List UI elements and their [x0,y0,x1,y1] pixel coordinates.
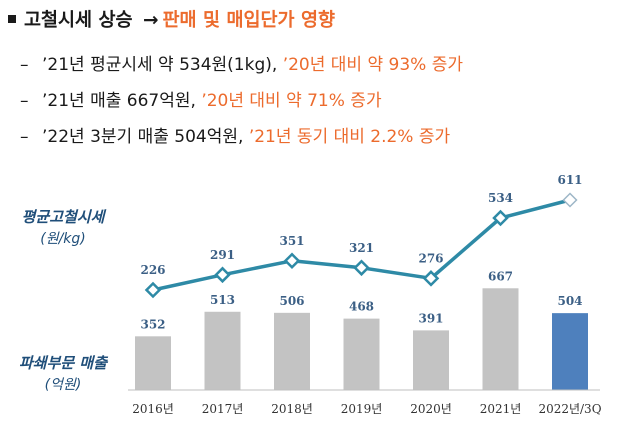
x-tick-label: 2019년 [341,402,383,416]
line-value-label: 276 [418,251,443,265]
x-tick-label: 2020년 [410,402,452,416]
headline-title: 고철시세 상승 [24,10,133,31]
bullet-highlight-text: ’20년 대비 약 71% 증가 [201,91,382,111]
line-point-marker [562,192,578,208]
bar-value-label: 506 [279,294,304,308]
bar-value-label: 468 [349,300,374,314]
line-value-label: 226 [140,263,165,277]
line-point-marker [283,252,301,270]
line-value-label: 321 [349,241,374,255]
bar [413,330,449,390]
x-tick-label: 2021년 [480,402,522,416]
bar [204,311,241,390]
bullet-item: – ’21년 매출 667억원, ’20년 대비 약 71% 증가 [20,86,382,111]
bullet-item: – ’22년 3분기 매출 504억원, ’21년 동기 대비 2.2% 증가 [20,122,450,147]
line-point-marker [492,209,509,227]
bar-value-label: 352 [140,317,165,331]
x-tick-label: 2018년 [271,402,313,416]
line-point-marker [353,259,370,277]
line-value-label: 291 [210,248,235,262]
bar-axis-title: 파쇄부문 매출 [18,354,108,372]
bar [274,312,310,390]
arrow-right-icon: → [143,10,159,31]
headline: 고철시세 상승 → 판매 및 매입단가 영향 [8,6,335,32]
headline-subtitle: 판매 및 매입단가 영향 [162,10,336,31]
x-tick-label: 2017년 [202,402,244,416]
line-value-label: 611 [557,173,582,187]
bar-axis-unit: (억원) [44,377,82,393]
x-tick-label: 2016년 [132,402,174,416]
bullet-square-icon [8,15,16,23]
bar-value-label: 391 [418,311,443,325]
line-point-marker [422,270,440,287]
dash-icon: – [20,91,29,111]
bullet-highlight-text: ’21년 동기 대비 2.2% 증가 [248,127,451,147]
dash-icon: – [20,55,29,75]
bar [343,318,380,390]
x-tick-label: 2022년/3Q [538,402,601,416]
bar-value-label: 667 [488,269,513,283]
bullet-item: – ’21년 평균시세 약 534원(1kg), ’20년 대비 약 93% 증가 [20,50,463,75]
bullet-main-text: ’21년 평균시세 약 534원(1kg), [42,55,278,75]
line-axis-title: 평균고철시세 [21,208,105,226]
line-point-marker [144,281,162,299]
bullet-highlight-text: ’20년 대비 약 93% 증가 [282,55,463,75]
bar [552,313,588,390]
line-value-label: 534 [488,191,513,205]
bar-value-label: 504 [557,294,582,308]
line-value-label: 351 [279,234,304,248]
bullet-main-text: ’22년 3분기 매출 504억원, [42,127,244,147]
bullet-main-text: ’21년 매출 667억원, [42,91,196,111]
bar-value-label: 513 [210,293,235,307]
bar [135,336,171,390]
line-axis-unit: (원/kg) [40,231,86,247]
dash-icon: – [20,127,29,147]
line-point-marker [214,266,231,284]
bar [482,288,519,390]
